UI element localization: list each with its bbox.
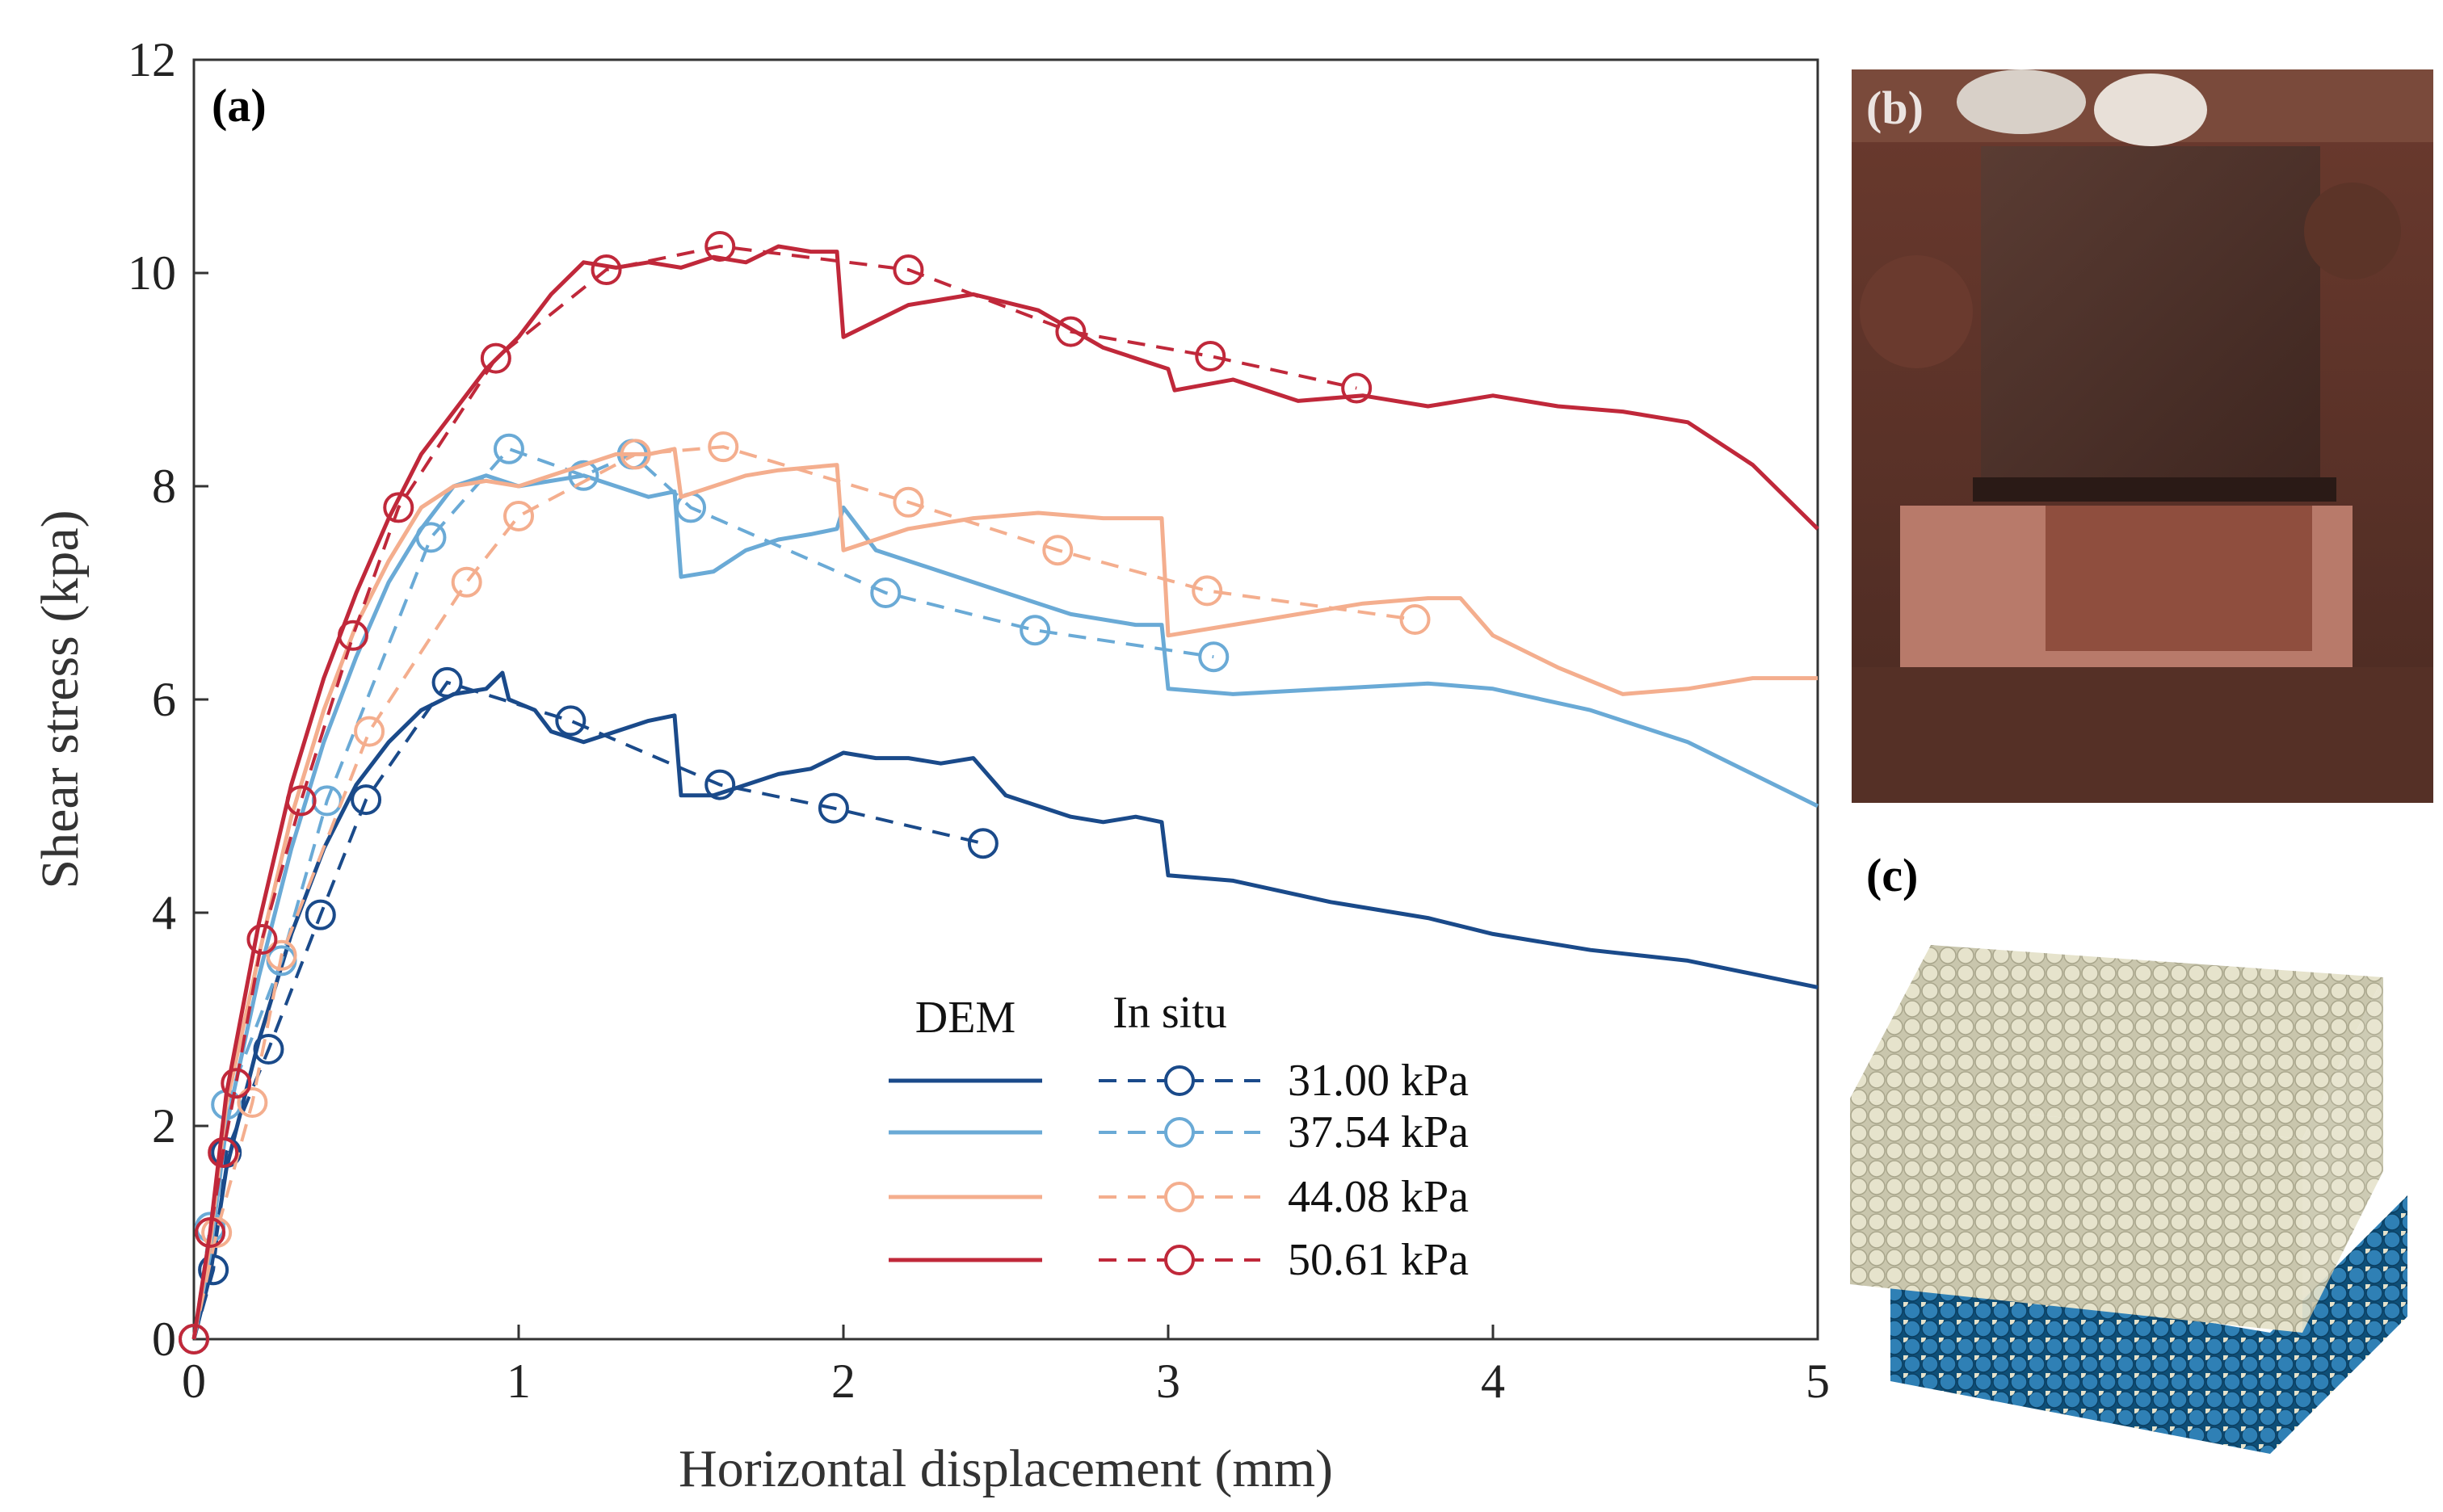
insitu-point-0-6 <box>431 666 463 698</box>
y-tick-label-6: 12 <box>128 33 176 86</box>
insitu-point-2-3 <box>266 939 297 971</box>
legend-insitu-marker-2 <box>1164 1182 1195 1212</box>
series-1 <box>179 433 1819 1354</box>
insitu-point-3-6 <box>337 620 368 651</box>
legend-label-3: 50.61 kPa <box>1288 1235 1469 1285</box>
insitu-point-3-7 <box>383 492 414 523</box>
insitu-point-3-10 <box>704 231 736 262</box>
legend-insitu-marker-3 <box>1164 1245 1195 1275</box>
legend-dem-header: DEM <box>915 993 1015 1043</box>
dem-line-3 <box>191 244 1819 1340</box>
insitu-point-1-6 <box>493 433 524 464</box>
y-tick-label-0: 0 <box>152 1312 176 1366</box>
y-axis-label: Shear stress (kpa) <box>31 510 90 888</box>
y-tick-label-4: 8 <box>152 460 176 513</box>
plot-frame <box>192 58 1819 1341</box>
y-tick-label-2: 4 <box>152 886 176 939</box>
y-tick-label-3: 6 <box>152 673 176 726</box>
insitu-point-3-8 <box>480 342 511 374</box>
y-axis-ticks: 0 2 4 6 8 10 12 <box>128 33 208 1366</box>
insitu-point-0-7 <box>555 705 587 737</box>
lower-box-side <box>2270 1195 2407 1454</box>
insitu-point-1-11 <box>1020 615 1051 646</box>
x-tick-label-4: 4 <box>1481 1354 1505 1408</box>
field-test-photo: (b) <box>1852 69 2433 803</box>
insitu-point-2-7 <box>620 439 651 470</box>
insitu-point-2-5 <box>451 566 482 598</box>
insitu-point-3-5 <box>285 785 317 817</box>
dem-line-2 <box>191 447 1818 1340</box>
insitu-point-3-9 <box>591 254 622 286</box>
x-axis-ticks: 0 1 2 3 4 5 <box>182 1325 1830 1408</box>
insitu-point-2-9 <box>893 486 924 518</box>
x-tick-label-2: 2 <box>831 1354 856 1408</box>
insitu-point-3-13 <box>1195 340 1226 372</box>
dem-line-0 <box>191 670 1819 1340</box>
y-tick-label-5: 10 <box>128 246 176 300</box>
insitu-point-0-9 <box>818 792 849 824</box>
insitu-point-3-11 <box>893 254 924 286</box>
insitu-point-3-0 <box>179 1324 209 1354</box>
insitu-point-0-10 <box>967 828 999 859</box>
insitu-point-2-10 <box>1042 535 1074 566</box>
x-axis-label: Horizontal displacement (mm) <box>679 1439 1333 1498</box>
dem-line-1 <box>191 473 1819 1340</box>
insitu-point-2-4 <box>354 716 385 747</box>
insitu-point-0-3 <box>253 1033 284 1065</box>
insitu-point-0-4 <box>305 899 336 930</box>
series-3 <box>179 231 1819 1354</box>
insitu-point-0-8 <box>704 769 736 800</box>
insitu-point-2-2 <box>237 1086 268 1118</box>
panel-b-label: (b) <box>1866 82 1924 134</box>
insitu-point-3-1 <box>195 1217 226 1248</box>
insitu-point-3-12 <box>1055 316 1087 347</box>
insitu-point-2-8 <box>708 431 739 463</box>
legend-label-1: 37.54 kPa <box>1288 1107 1469 1157</box>
insitu-point-1-7 <box>568 460 599 491</box>
insitu-point-0-1 <box>198 1254 229 1286</box>
panel-c-label: (c) <box>1866 849 1919 901</box>
insitu-line-0 <box>192 680 984 1340</box>
x-tick-label-3: 3 <box>1156 1354 1180 1408</box>
dem-particle-model <box>1850 945 2407 1454</box>
insitu-point-0-5 <box>351 784 382 816</box>
insitu-point-1-5 <box>415 522 447 553</box>
legend-label-0: 31.00 kPa <box>1288 1056 1469 1106</box>
insitu-point-1-12 <box>1198 641 1230 673</box>
x-tick-label-1: 1 <box>507 1354 531 1408</box>
insitu-line-1 <box>192 447 1214 1340</box>
upper-box-top <box>1850 945 2383 1139</box>
insitu-point-2-6 <box>503 500 534 531</box>
insitu-line-3 <box>192 244 1357 1340</box>
insitu-point-1-10 <box>870 578 902 608</box>
insitu-point-3-2 <box>208 1137 239 1168</box>
legend-insitu-marker-0 <box>1164 1065 1195 1096</box>
insitu-point-3-3 <box>221 1068 252 1099</box>
insitu-point-3-14 <box>1341 372 1373 404</box>
x-tick-label-5: 5 <box>1806 1354 1830 1408</box>
y-tick-label-1: 2 <box>152 1099 176 1153</box>
insitu-line-2 <box>192 445 1415 1340</box>
insitu-point-2-11 <box>1192 575 1223 607</box>
upper-box-side <box>2302 977 2383 1333</box>
legend-insitu-marker-1 <box>1164 1117 1195 1148</box>
legend-label-2: 44.08 kPa <box>1288 1172 1469 1222</box>
series-layer <box>179 231 1819 1354</box>
upper-box-front <box>1850 1098 2302 1333</box>
insitu-point-3-4 <box>246 924 278 955</box>
soil-block-image <box>1852 69 2433 803</box>
lower-box-front <box>1890 1268 2270 1454</box>
insitu-point-2-12 <box>1399 604 1431 635</box>
legend-insitu-header: In situ <box>1112 988 1227 1038</box>
panel-a-label: (a) <box>212 79 267 132</box>
series-2 <box>179 431 1818 1354</box>
x-tick-label-0: 0 <box>182 1354 206 1408</box>
